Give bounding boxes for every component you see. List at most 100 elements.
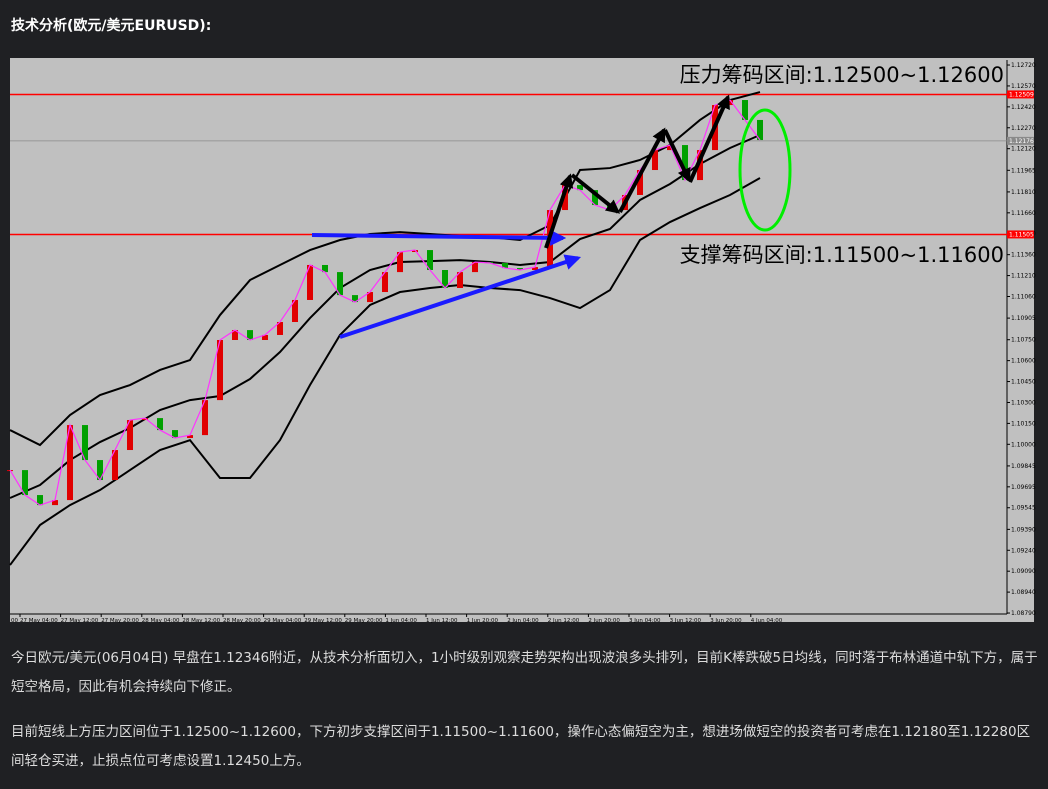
x-tick-label: 1 Jun 12:00 [426,618,458,624]
candle [277,322,283,335]
candle [637,170,643,195]
price-box [1007,90,1034,99]
candle [37,495,43,506]
chart-bg [10,58,1034,622]
chart: 1.12720 1.12570 1.12420 1.12270 1.12120 1.119… [7,58,1036,624]
y-tick-label: 1.10300 [1011,399,1036,406]
price-label: 1.11505 [1009,231,1034,238]
x-tick-label: 3 Jun 04:00 [629,618,661,624]
arrow [618,127,666,213]
candle [427,250,433,270]
price-box [1007,230,1034,239]
y-tick-label: 1.11360 [1011,252,1036,259]
highlight-ellipse [738,108,792,232]
candle [517,268,523,270]
candle [97,460,103,480]
x-tick-label: 2 Jun 20:00 [588,618,620,624]
y-tick-label: 1.10450 [1011,379,1036,386]
close-line [9,99,761,506]
band-line [9,134,761,499]
y-tick-label: 1.11210 [1011,273,1036,280]
candle [127,420,133,451]
y-tick-label: 1.09545 [1011,505,1036,512]
y-tick-label: 1.11660 [1011,210,1036,217]
candle [187,435,193,439]
candle [307,264,313,300]
candle [667,145,673,151]
x-tick-label: 3 Jun 12:00 [670,618,702,624]
y-tick-label: 1.09390 [1011,526,1036,533]
candle [82,425,88,461]
candle [697,150,703,181]
candle [262,334,268,340]
candle [367,292,373,303]
price-label: 1.12176 [1009,138,1034,145]
x-tick-label: 2 Jun 04:00 [507,618,539,624]
candle [442,269,448,288]
candle [157,418,163,431]
candle [52,500,58,506]
x-tick-label: 00 [11,618,18,624]
candle [217,339,223,401]
candle [67,425,73,501]
candle [112,450,118,480]
x-tick-label: 29 May 20:00 [345,618,383,624]
annotation: 支撑筹码区间:1.11500~1.11600 [680,243,1004,267]
candle [757,119,763,141]
y-tick-label: 1.12570 [1011,83,1036,90]
x-tick-label: 28 May 04:00 [142,618,180,624]
x-tick-label: 29 May 12:00 [304,618,342,624]
price-box [1007,136,1034,145]
y-tick-label: 1.12420 [1011,104,1036,111]
paragraph: 目前短线上方压力区间位于1.12500~1.12600，下方初步支撑区间于1.1… [11,724,1031,769]
price-label: 1.12509 [1009,91,1034,98]
y-tick-label: 1.11060 [1011,293,1036,300]
y-tick-label: 1.09240 [1011,547,1036,554]
candle [397,252,403,273]
x-tick-label: 1 Jun 04:00 [385,618,417,624]
arrow [544,173,574,249]
band-line [9,177,761,566]
candle [292,299,298,323]
candle [202,400,208,436]
candle [232,330,238,340]
candle [382,272,388,293]
y-tick-label: 1.09845 [1011,463,1036,470]
y-tick-label: 1.08790 [1011,610,1036,617]
y-tick-label: 1.09090 [1011,568,1036,575]
y-tick-label: 1.11810 [1011,189,1036,196]
paragraph: 今日欧元/美元(06月04日) 早盘在1.12346附近，从技术分析面切入，1小… [11,650,1038,695]
x-tick-label: 27 May 20:00 [101,618,139,624]
candle [472,262,478,273]
arrow [688,94,730,183]
candle [727,100,733,106]
y-tick-label: 1.10000 [1011,441,1036,448]
candle [592,190,598,206]
x-tick-label: 3 Jun 20:00 [710,618,742,624]
candle [502,263,508,269]
y-tick-label: 1.10905 [1011,315,1036,322]
annotation: 压力筹码区间:1.12500~1.12600 [680,63,1004,87]
arrow [663,129,691,183]
x-tick-label: 28 May 12:00 [182,618,220,624]
y-tick-label: 1.11965 [1011,167,1036,174]
candle [562,185,568,211]
y-tick-label: 1.12120 [1011,146,1036,153]
x-tick-label: 29 May 04:00 [264,618,302,624]
candle [577,185,583,191]
x-tick-label: 2 Jun 12:00 [548,618,580,624]
candle [532,267,538,270]
candle [142,418,148,421]
candle [682,145,688,181]
y-tick-label: 1.12720 [1011,62,1036,69]
x-tick-label: 1 Jun 20:00 [467,618,499,624]
candle [172,430,178,439]
y-tick-label: 1.09695 [1011,484,1036,491]
arrow [570,173,621,214]
title: 技术分析(欧元/美元EURUSD): [11,18,212,34]
x-tick-label: 27 May 12:00 [61,618,99,624]
candle [22,470,28,496]
arrow [339,254,582,339]
x-tick-label: 4 Jun 04:00 [751,618,783,624]
